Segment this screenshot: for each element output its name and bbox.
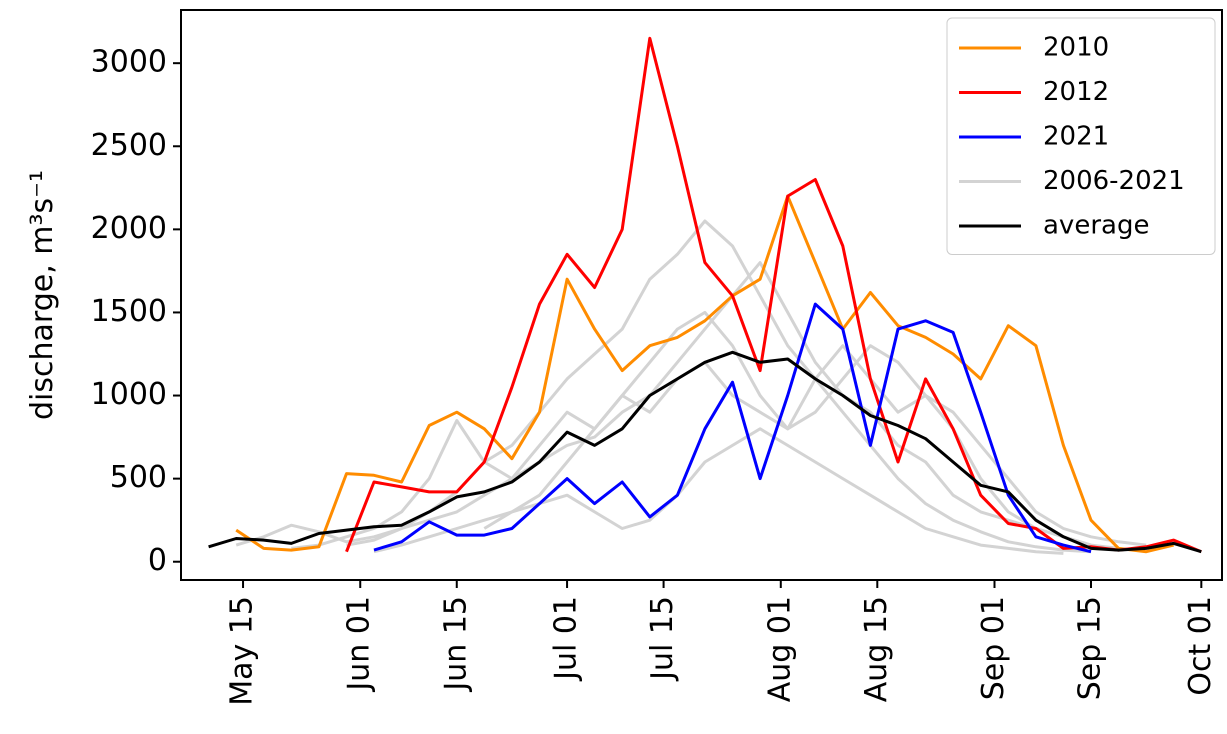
legend-label: average (1043, 211, 1149, 241)
legend-label: 2010 (1043, 33, 1109, 63)
x-tick-label: Sep 15 (1073, 596, 1108, 700)
y-tick-label: 1500 (91, 294, 167, 329)
x-tick-label: Aug 01 (762, 596, 797, 702)
x-tick-label: Sep 01 (976, 596, 1011, 700)
background-lines (235, 219, 1147, 555)
legend-box (946, 17, 1216, 255)
foreground-lines (208, 36, 1202, 554)
legend: 2010 2012 2021 2006-2021 average (946, 17, 1216, 255)
x-tick-label: Jun 01 (342, 596, 377, 693)
y-tick-label: 2500 (91, 128, 167, 163)
legend-label: 2012 (1043, 77, 1109, 107)
y-tick-label: 500 (110, 460, 167, 495)
series-line (483, 344, 1147, 547)
series-line (235, 194, 1175, 554)
x-tick-label: May 15 (225, 596, 260, 706)
series-line (346, 261, 1092, 547)
series-line (208, 350, 1202, 554)
x-tick-label: Aug 15 (859, 596, 894, 702)
y-tick-label: 3000 (91, 45, 167, 80)
x-tick-label: Jul 01 (549, 596, 584, 682)
y-axis-label: discharge, m³s⁻¹ (25, 170, 60, 420)
legend-label: 2006-2021 (1043, 166, 1185, 196)
series-line (291, 310, 1119, 550)
x-tick-label: Jul 15 (645, 596, 680, 682)
y-tick-label: 2000 (91, 211, 167, 246)
legend-label: 2021 (1043, 122, 1109, 152)
plot-frame (180, 9, 1223, 581)
y-tick-label: 0 (148, 543, 167, 578)
y-tick-label: 1000 (91, 377, 167, 412)
series-line (373, 427, 1064, 555)
series-line (373, 302, 1092, 554)
series-line (235, 219, 1092, 554)
x-tick-label: Jun 15 (438, 596, 473, 693)
x-tick-label: Oct 01 (1183, 596, 1218, 696)
